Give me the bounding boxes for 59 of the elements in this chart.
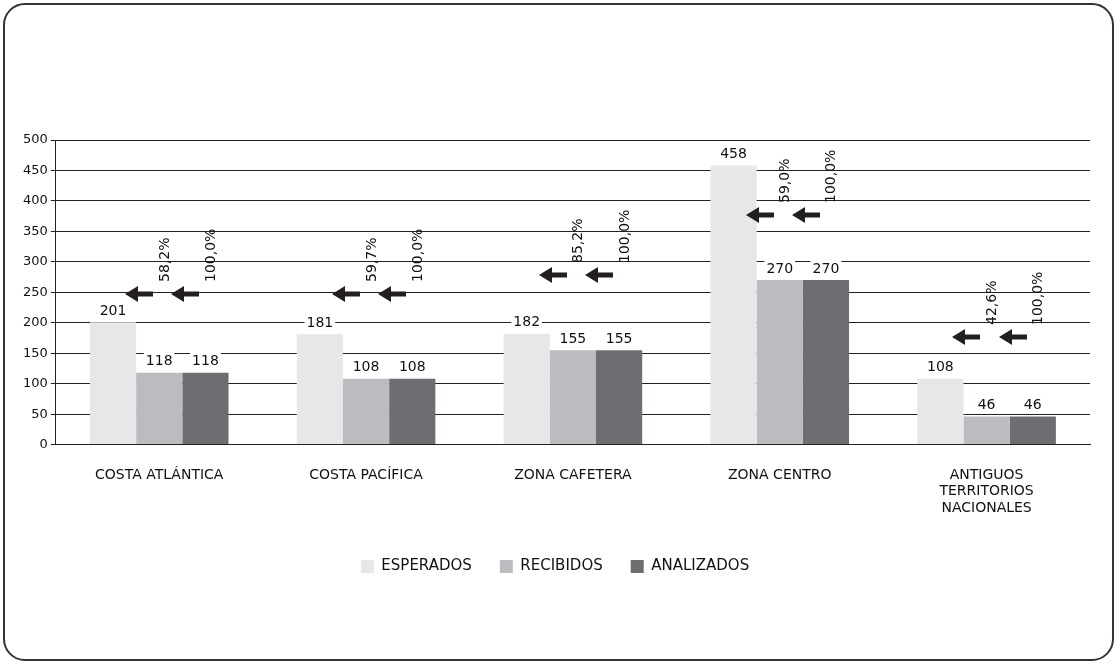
bar <box>1009 416 1056 445</box>
annotation: 100,0% <box>822 149 839 203</box>
bar <box>549 350 596 445</box>
annotation: 100,0% <box>1029 271 1046 325</box>
y-tick-label: 400 <box>22 192 48 208</box>
y-tick-label: 250 <box>22 283 48 299</box>
x-tick-label: COSTA PACÍFICA <box>309 465 424 482</box>
data-label: 270 <box>812 259 840 276</box>
legend-label: RECIBIDOS <box>520 556 603 575</box>
x-tick-label: COSTA ATLÁNTICA <box>95 465 224 482</box>
y-tick-label: 0 <box>39 435 48 451</box>
bar <box>182 372 229 445</box>
y-tick-label: 300 <box>22 253 48 269</box>
data-label: 182 <box>513 313 541 330</box>
annotation: 59,0% <box>776 158 793 203</box>
bar <box>503 333 550 445</box>
data-label: 270 <box>766 259 794 276</box>
data-label: 46 <box>1023 396 1042 413</box>
bar <box>710 165 757 445</box>
bar <box>89 322 137 445</box>
annotation: 100,0% <box>615 209 632 263</box>
y-tick-label: 200 <box>22 314 48 330</box>
annotation: 100,0% <box>201 228 218 282</box>
y-tick-label: 150 <box>22 344 48 360</box>
data-label: 46 <box>977 396 996 413</box>
data-label: 181 <box>306 313 334 330</box>
annotation: 85,2% <box>569 218 586 263</box>
annotation: 42,6% <box>983 280 1000 325</box>
data-label: 108 <box>352 358 380 375</box>
bar <box>296 334 343 445</box>
data-label: 108 <box>927 358 954 375</box>
bar <box>389 378 436 445</box>
x-tick-label: ZONA CAFETERA <box>514 465 633 482</box>
bar <box>756 280 803 445</box>
bar <box>342 378 390 445</box>
y-tick-label: 500 <box>22 131 48 147</box>
y-tick-label: 50 <box>31 405 48 421</box>
data-label: 155 <box>605 329 633 346</box>
legend-label: ANALIZADOS <box>651 556 750 575</box>
data-label: 155 <box>559 329 587 346</box>
data-label: 108 <box>398 358 426 375</box>
y-tick-label: 350 <box>22 222 48 238</box>
x-tick-label: ZONA CENTRO <box>727 465 832 482</box>
bar <box>136 372 183 445</box>
bar <box>917 378 964 445</box>
data-label: 118 <box>192 352 219 369</box>
annotation: 58,2% <box>155 237 172 282</box>
annotation: 59,7% <box>362 237 379 282</box>
bar <box>963 416 1010 445</box>
bar <box>596 350 643 445</box>
data-label: 458 <box>720 145 747 162</box>
annotation: 100,0% <box>408 228 425 282</box>
legend-label: ESPERADOS <box>381 556 472 575</box>
y-tick-label: 450 <box>22 161 48 177</box>
x-tick-label: ANTIGUOS TERRITORIOS NACIONALES <box>938 465 1034 516</box>
y-tick-label: 100 <box>22 375 48 391</box>
data-label: 118 <box>145 352 173 369</box>
bar <box>802 280 850 445</box>
data-label: 201 <box>99 301 127 318</box>
